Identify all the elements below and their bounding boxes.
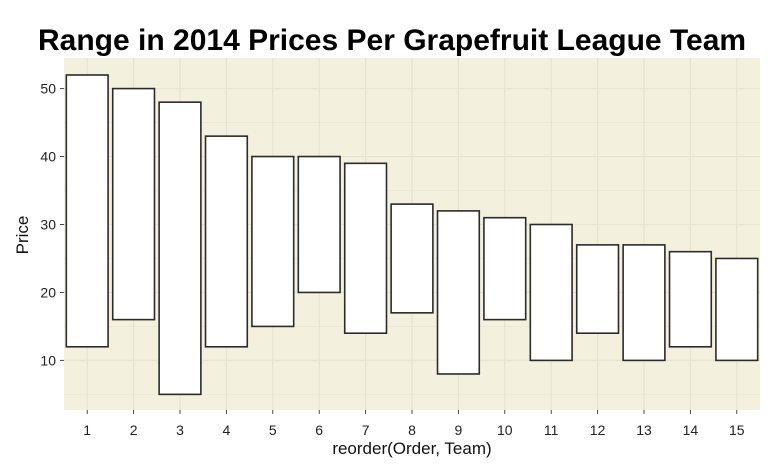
- range-bar-5: [251, 155, 295, 328]
- range-bar-4: [204, 135, 249, 348]
- range-bar-9: [436, 210, 481, 375]
- range-bar-13: [622, 244, 666, 362]
- range-bar-1: [65, 74, 109, 348]
- x-tick-label: 1: [83, 422, 91, 438]
- range-bar-8: [390, 203, 434, 314]
- y-tick-label: 10: [40, 352, 56, 368]
- x-tick-label: 11: [544, 422, 559, 438]
- x-axis-ticks: 1 2 3 4 5 6 7 8 9 10 11 12 13 14 15: [83, 410, 745, 438]
- x-tick-label: 12: [590, 422, 606, 438]
- range-bar-14: [668, 250, 713, 348]
- bars: [65, 74, 759, 396]
- x-tick-label: 3: [176, 422, 184, 438]
- range-bar-2: [111, 87, 156, 321]
- range-bar-15: [715, 257, 759, 362]
- range-bar-6: [297, 155, 341, 294]
- range-bar-11: [529, 223, 573, 362]
- x-tick-label: 5: [269, 422, 277, 438]
- range-bar-3: [158, 101, 202, 396]
- y-axis-ticks: 10 20 30 40 50: [40, 81, 64, 368]
- x-tick-label: 13: [636, 422, 652, 438]
- x-tick-label: 14: [683, 422, 699, 438]
- x-axis-label: reorder(Order, Team): [332, 439, 491, 458]
- y-tick-label: 30: [40, 216, 56, 232]
- range-bar-10: [483, 216, 527, 321]
- x-tick-label: 9: [455, 422, 463, 438]
- x-tick-label: 2: [130, 422, 138, 438]
- x-tick-label: 4: [223, 422, 231, 438]
- range-bar-12: [575, 244, 620, 335]
- x-tick-label: 15: [729, 422, 745, 438]
- x-tick-label: 8: [408, 422, 416, 438]
- y-axis-label: Price: [13, 216, 32, 255]
- y-tick-label: 40: [40, 149, 56, 165]
- y-tick-label: 20: [40, 284, 56, 300]
- x-tick-label: 6: [315, 422, 323, 438]
- chart-title: Range in 2014 Prices Per Grapefruit Leag…: [38, 24, 746, 57]
- x-tick-label: 7: [362, 422, 370, 438]
- y-tick-label: 50: [40, 81, 56, 97]
- x-tick-label: 10: [497, 422, 513, 438]
- range-bar-7: [343, 162, 388, 335]
